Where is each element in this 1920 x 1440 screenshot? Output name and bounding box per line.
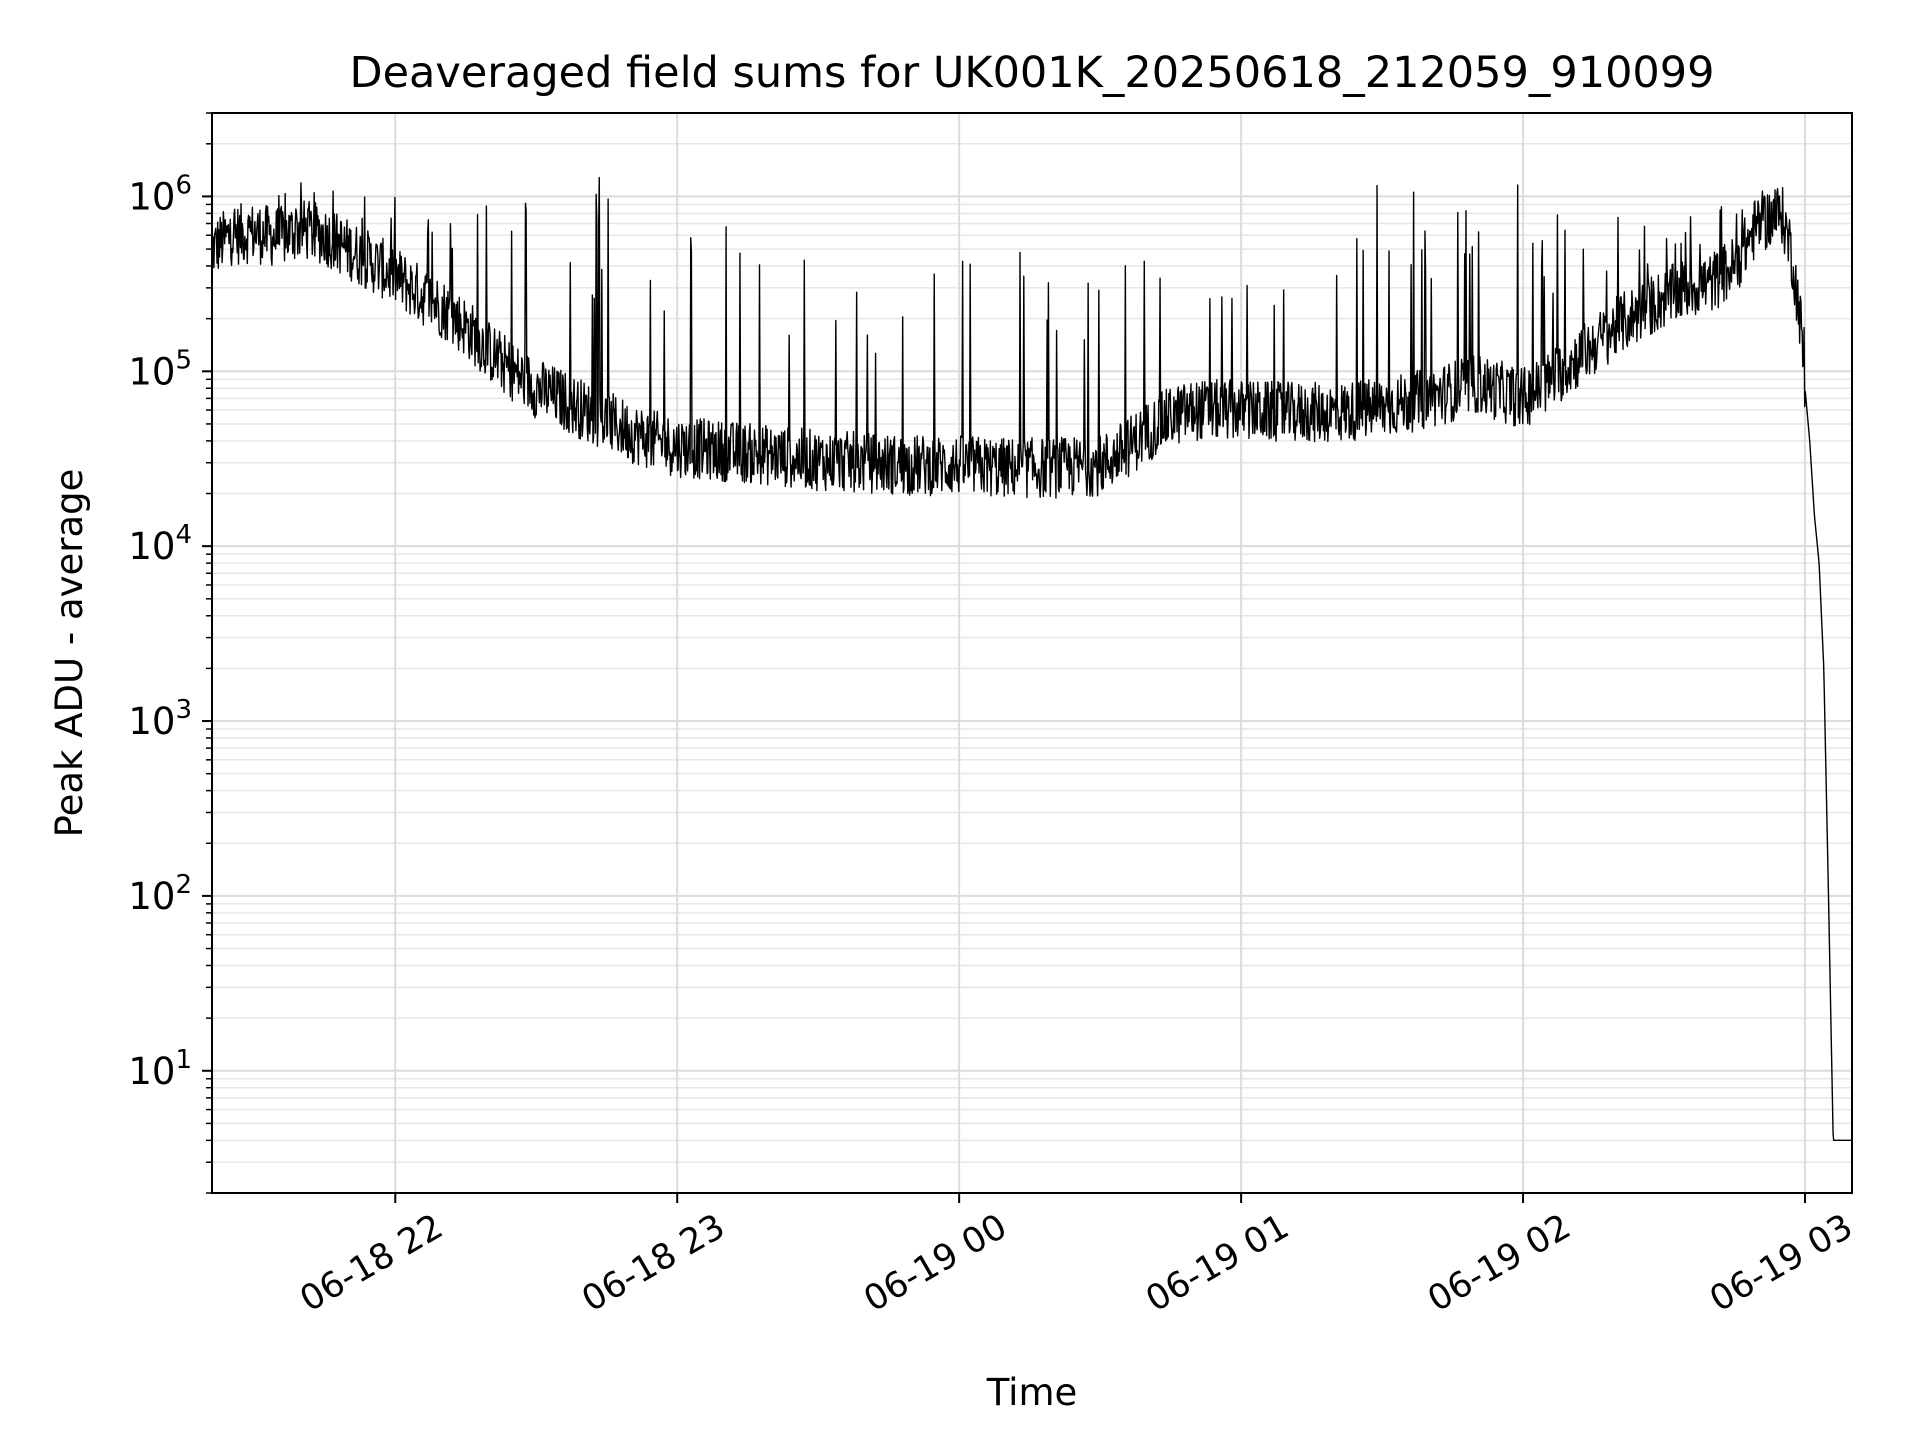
y-tick-label: 102: [128, 870, 192, 918]
y-axis-label: Peak ADU - average: [48, 469, 91, 838]
grid: [212, 112, 1852, 1194]
y-tick-label: 105: [128, 345, 192, 393]
x-axis-label: Time: [986, 1371, 1078, 1414]
y-tick-label: 101: [128, 1045, 192, 1093]
plot-frame: [211, 112, 1853, 1194]
y-tick-label: 104: [128, 520, 192, 568]
y-axis-ticks: 101 102 103 104 105 106: [128, 112, 212, 1194]
series-layer: [211, 176, 1853, 1142]
y-tick-label: 103: [128, 695, 192, 743]
y-tick-label: 106: [128, 170, 192, 218]
series-line: [211, 176, 1853, 1142]
chart-title: Deaveraged field sums for UK001K_2025061…: [349, 48, 1714, 98]
